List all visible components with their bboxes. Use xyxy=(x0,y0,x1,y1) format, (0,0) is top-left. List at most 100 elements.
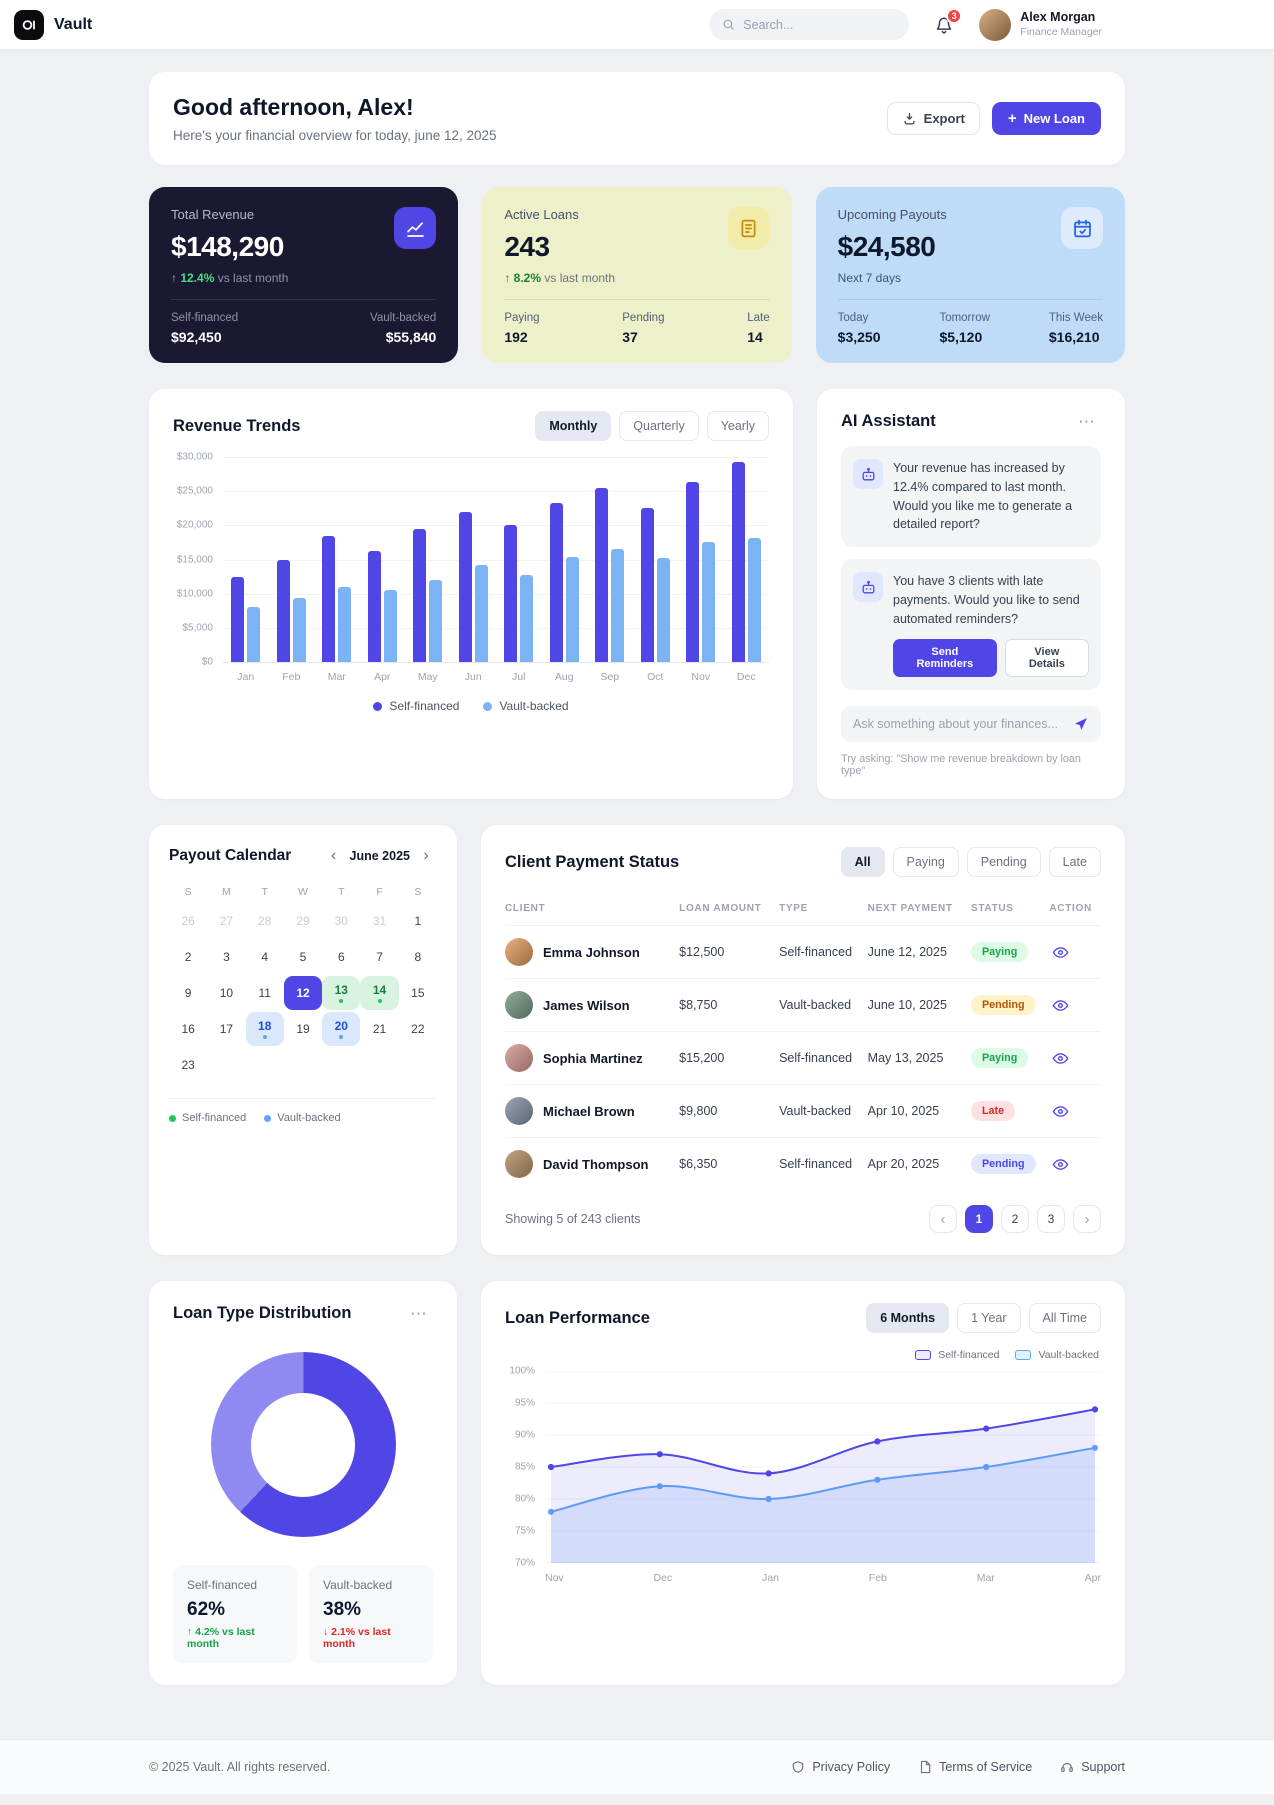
notification-badge: 3 xyxy=(946,7,963,24)
page-button-3[interactable]: 3 xyxy=(1037,1205,1065,1234)
calendar-day[interactable]: 11 xyxy=(258,986,271,1001)
privacy-policy-link[interactable]: Privacy Policy xyxy=(791,1760,890,1774)
tab-yearly[interactable]: Yearly xyxy=(706,411,769,441)
y-tick-label: $20,000 xyxy=(176,519,213,531)
filter-pending[interactable]: Pending xyxy=(966,847,1041,878)
calendar-day[interactable]: 16 xyxy=(181,1022,195,1037)
x-tick-label: Oct xyxy=(647,671,664,683)
calendar-day[interactable]: 20 xyxy=(322,1012,361,1047)
legend-label: Self-financed xyxy=(182,1112,247,1125)
new-loan-button[interactable]: + New Loan xyxy=(991,102,1101,135)
tab-quarterly[interactable]: Quarterly xyxy=(619,411,699,441)
table-header-row: CLIENT LOAN AMOUNT TYPE NEXT PAYMENT STATUS A… xyxy=(505,893,1101,926)
client-avatar xyxy=(505,1044,533,1073)
calendar-day[interactable]: 22 xyxy=(411,1022,425,1037)
y-tick-label: $5,000 xyxy=(182,622,213,634)
send-button[interactable] xyxy=(1068,711,1094,737)
next-month-button[interactable]: › xyxy=(415,845,437,867)
page-footer: © 2025 Vault. All rights reserved. Priva… xyxy=(0,1739,1274,1795)
calendar-day[interactable]: 27 xyxy=(219,914,234,929)
send-reminders-button[interactable]: Send Reminders xyxy=(893,639,997,678)
calendar-day[interactable]: 7 xyxy=(376,950,383,965)
next-payment-cell: June 12, 2025 xyxy=(867,925,971,979)
calendar-day[interactable]: 19 xyxy=(296,1022,310,1037)
calendar-day[interactable]: 28 xyxy=(258,914,272,929)
bar-vault-backed xyxy=(338,586,352,662)
calendar-day[interactable]: 15 xyxy=(411,986,425,1001)
calendar-day[interactable]: 5 xyxy=(299,950,307,965)
export-button[interactable]: Export xyxy=(886,102,980,135)
view-details-button[interactable]: View Details xyxy=(1004,639,1089,678)
calendar-day[interactable]: 10 xyxy=(219,986,234,1001)
brand[interactable]: Vault xyxy=(14,9,93,40)
client-avatar xyxy=(505,1097,533,1126)
x-tick-label: Dec xyxy=(653,1572,673,1585)
client-payment-status-title: Client Payment Status xyxy=(505,852,680,871)
calendar-day[interactable]: 1 xyxy=(414,914,422,929)
ai-question-input[interactable] xyxy=(853,717,1068,732)
app-title: Vault xyxy=(54,15,93,33)
calendar-day[interactable]: 21 xyxy=(372,1022,387,1037)
loan-type-cell: Self-financed xyxy=(779,1031,868,1085)
calendar-day[interactable]: 14 xyxy=(360,976,399,1011)
calendar-day[interactable]: 31 xyxy=(372,914,387,929)
stat-item-label: Vault-backed xyxy=(370,312,437,324)
table-row: Sophia Martinez $15,200 Self-financed May 1… xyxy=(505,1031,1101,1085)
distribution-trend: ↓ 2.1% vs last month xyxy=(323,1626,391,1651)
support-link[interactable]: Support xyxy=(1060,1760,1125,1774)
loan-amount-cell: $9,800 xyxy=(679,1084,780,1138)
view-client-button[interactable] xyxy=(1049,1047,1072,1070)
view-client-button[interactable] xyxy=(1049,1100,1072,1123)
eye-icon xyxy=(1053,1052,1069,1064)
calendar-day[interactable]: 17 xyxy=(219,1022,234,1037)
page-button-1[interactable]: 1 xyxy=(965,1205,993,1234)
view-client-button[interactable] xyxy=(1049,941,1072,964)
stat-item-label: Tomorrow xyxy=(939,312,990,324)
terms-of-service-link[interactable]: Terms of Service xyxy=(918,1760,1032,1774)
revenue-trends-card: Revenue Trends Monthly Quarterly Yearly … xyxy=(149,389,793,800)
tab-all-time[interactable]: All Time xyxy=(1028,1303,1101,1334)
search-input[interactable] xyxy=(743,17,897,32)
filter-late[interactable]: Late xyxy=(1048,847,1101,878)
filter-all[interactable]: All xyxy=(840,847,885,878)
prev-page-button[interactable]: ‹ xyxy=(929,1205,957,1234)
next-page-button[interactable]: › xyxy=(1073,1205,1101,1234)
bar-group-dec xyxy=(724,457,770,662)
tab-6-months[interactable]: 6 Months xyxy=(866,1303,950,1334)
prev-month-button[interactable]: ‹ xyxy=(323,845,345,867)
calendar-day[interactable]: 6 xyxy=(337,950,345,965)
calendar-day[interactable]: 9 xyxy=(184,986,192,1001)
client-name: Emma Johnson xyxy=(543,944,640,960)
calendar-day[interactable]: 30 xyxy=(334,914,348,929)
calendar-day[interactable]: 29 xyxy=(296,914,310,929)
distribution-label: Vault-backed xyxy=(323,1578,393,1593)
stat-value: $148,290 xyxy=(171,231,284,262)
tab-monthly[interactable]: Monthly xyxy=(535,411,612,441)
calendar-day[interactable]: 2 xyxy=(184,950,192,965)
loan-type-cell: Vault-backed xyxy=(779,978,868,1032)
page-button-2[interactable]: 2 xyxy=(1001,1205,1029,1234)
more-options-icon[interactable]: ⋯ xyxy=(404,1303,433,1324)
y-tick-label: 100% xyxy=(509,1365,535,1377)
calendar-day[interactable]: 12 xyxy=(283,976,323,1011)
filter-paying[interactable]: Paying xyxy=(892,847,959,878)
total-revenue-card: Total Revenue $148,290 ↑ 12.4% vs last m… xyxy=(149,187,459,363)
calendar-day[interactable]: 8 xyxy=(414,950,422,965)
legend-item: Self-financed xyxy=(373,699,459,713)
calendar-day[interactable]: 4 xyxy=(261,950,269,965)
calendar-day[interactable]: 23 xyxy=(181,1058,195,1073)
bar-self-financed xyxy=(595,488,609,662)
payout-dot xyxy=(339,1035,344,1040)
calendar-day[interactable]: 18 xyxy=(245,1012,284,1047)
tab-1-year[interactable]: 1 Year xyxy=(957,1303,1021,1334)
notification-bell-button[interactable]: 3 xyxy=(931,7,963,38)
calendar-day[interactable]: 3 xyxy=(223,950,230,965)
more-options-icon[interactable]: ⋯ xyxy=(1072,411,1101,432)
user-menu[interactable]: Alex Morgan Finance Manager xyxy=(979,8,1102,41)
search-bar[interactable] xyxy=(709,9,910,40)
view-client-button[interactable] xyxy=(1049,1153,1072,1176)
calendar-day[interactable]: 13 xyxy=(322,976,361,1011)
view-client-button[interactable] xyxy=(1049,994,1072,1017)
calendar-day[interactable]: 26 xyxy=(181,914,195,929)
